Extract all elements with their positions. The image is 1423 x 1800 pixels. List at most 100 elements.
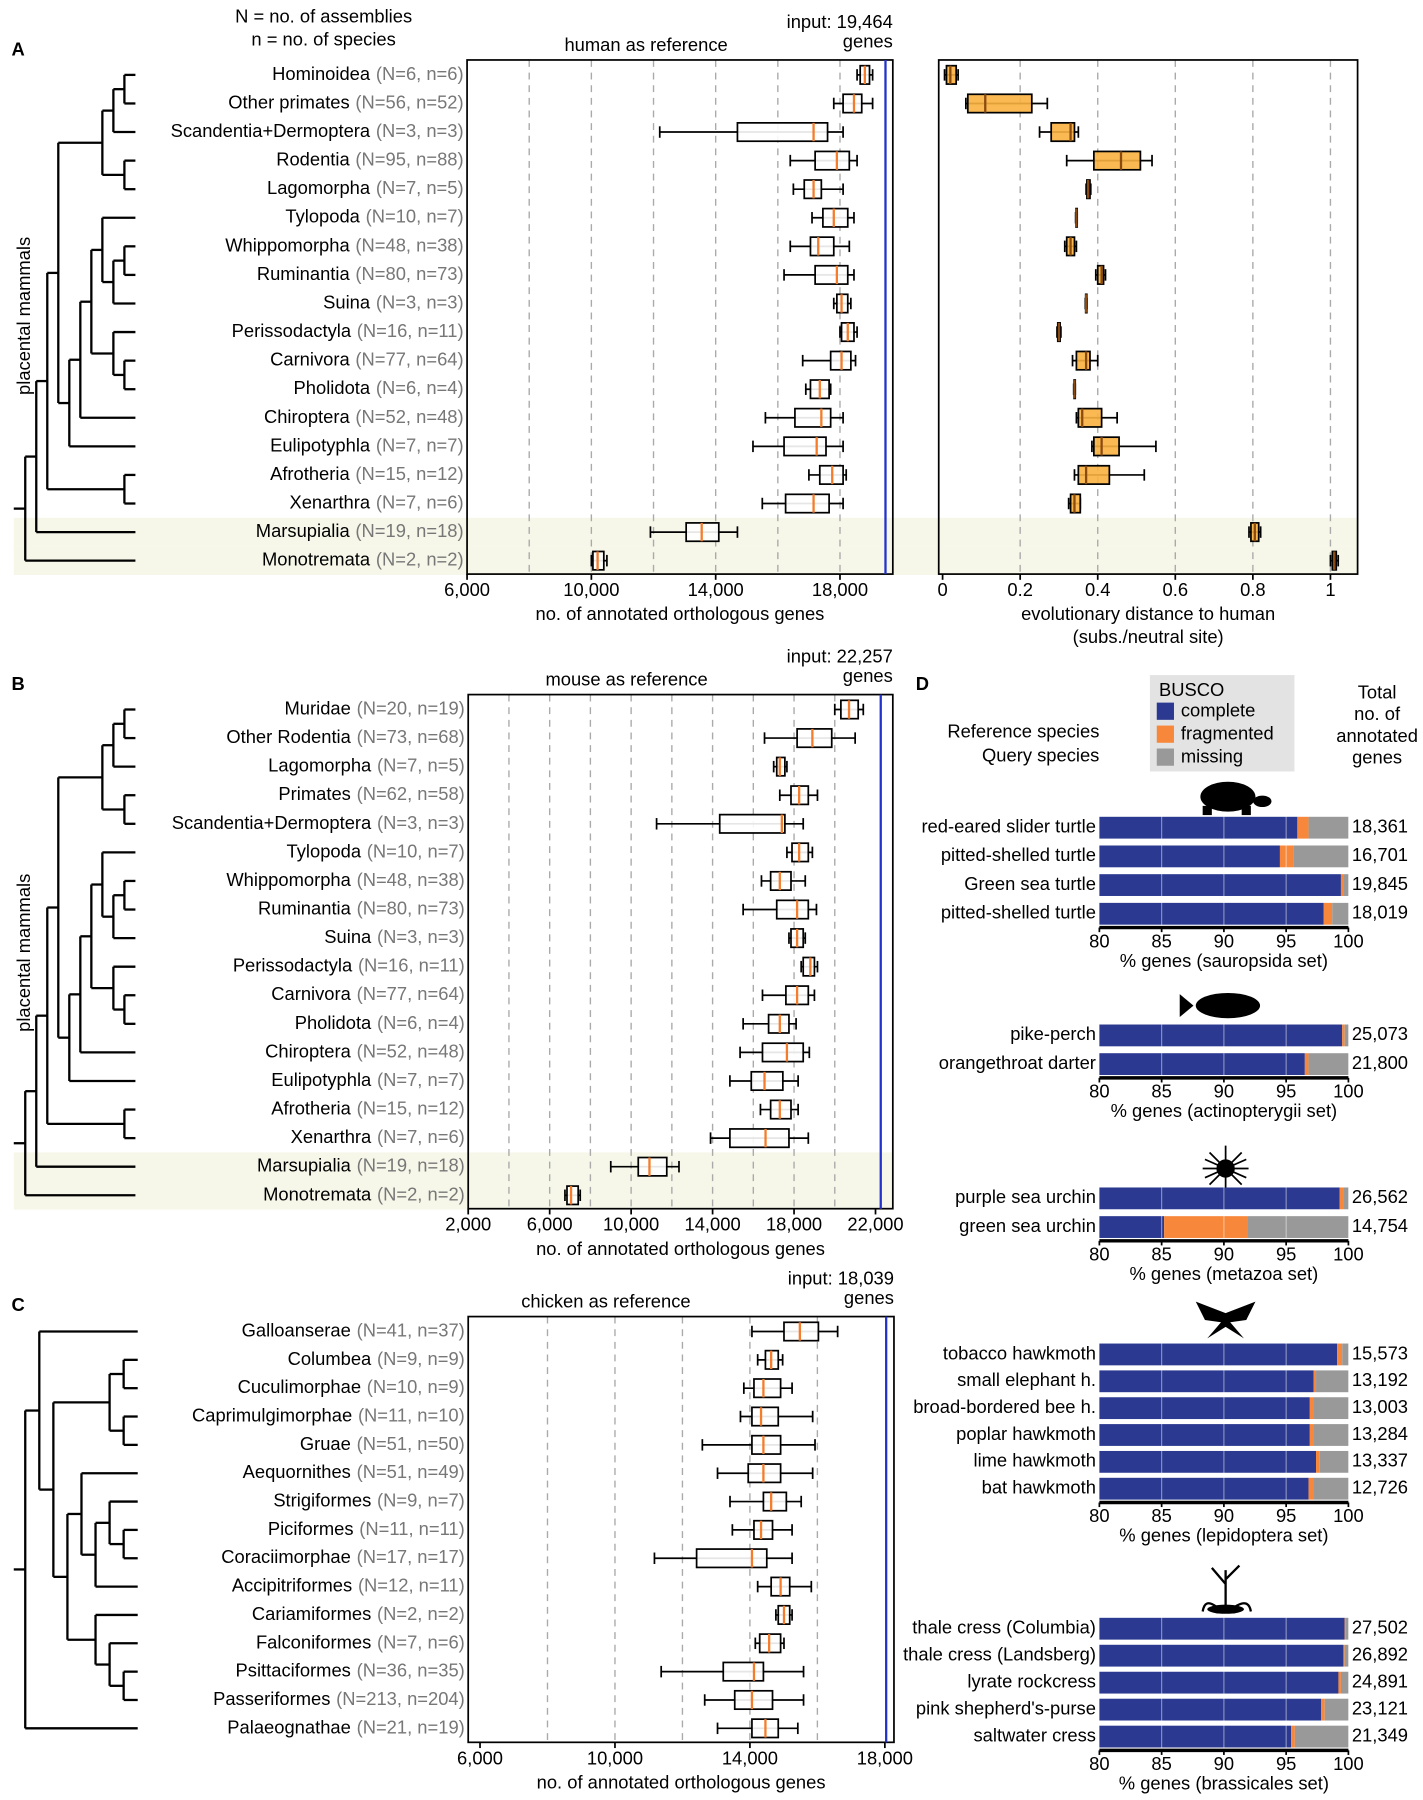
- box: [1092, 436, 1120, 457]
- row-label: Monotremata (N=2, n=2): [263, 1183, 465, 1204]
- species-label: bat hawkmoth: [982, 1477, 1096, 1498]
- clade-counts: (N=7, n=6): [377, 1126, 465, 1147]
- row-label: Columbea (N=9, n=9): [288, 1348, 465, 1369]
- total-label: 16,701: [1352, 844, 1408, 865]
- clade-counts: (N=9, n=9): [377, 1348, 465, 1369]
- bar-segment: [1099, 1343, 1338, 1366]
- clade-name: Scandentia+Dermoptera: [171, 120, 371, 141]
- clade-counts: (N=3, n=3): [376, 120, 464, 141]
- clade-name: Afrotheria: [271, 1097, 351, 1118]
- clade-name: Suina: [323, 291, 371, 312]
- clade-name: Xenarthra: [289, 491, 370, 512]
- species-label: red-eared slider turtle: [921, 816, 1096, 837]
- bar-group: [1099, 1024, 1349, 1076]
- row-label: Xenarthra (N=7, n=6): [291, 1126, 465, 1147]
- x-tick-label: 90: [1214, 1081, 1234, 1102]
- box: [1077, 464, 1111, 485]
- bar-segment: [1313, 1397, 1349, 1420]
- clade-name: Tylopoda: [285, 206, 360, 227]
- clade-name: Cuculimorphae: [238, 1376, 361, 1397]
- species-label: small elephant h.: [957, 1369, 1096, 1390]
- clade-counts: (N=12, n=11): [358, 1574, 465, 1595]
- legend-swatch: [1156, 725, 1174, 743]
- clade-name: Pholidota: [294, 377, 371, 398]
- clade-name: Other Rodentia: [226, 726, 351, 747]
- box: [809, 236, 835, 257]
- clade-counts: (N=10, n=7): [367, 840, 465, 861]
- row-label: Scandentia+Dermoptera (N=3, n=3): [171, 120, 464, 141]
- plant-rosette: [1207, 1604, 1244, 1614]
- clade-counts: (N=41, n=37): [357, 1319, 465, 1340]
- panel-letter: B: [11, 673, 24, 694]
- bar-segment: [1340, 1671, 1349, 1694]
- x-axis-label: no. of annotated orthologous genes: [537, 1771, 826, 1792]
- total-label: 24,891: [1352, 1670, 1408, 1691]
- x-tick-label: 90: [1214, 1505, 1234, 1526]
- clade-name: Accipitriformes: [232, 1574, 352, 1595]
- clade-counts: (N=2, n=2): [376, 549, 464, 570]
- clade-name: Whippomorpha: [225, 234, 350, 255]
- totals-header: annotated: [1336, 725, 1418, 746]
- total-label: 26,892: [1352, 1644, 1408, 1665]
- row-label: Muridae (N=20, n=19): [285, 697, 465, 718]
- bar-segment: [1099, 1397, 1310, 1420]
- clade-name: Rodentia: [276, 148, 350, 169]
- box: [761, 1042, 805, 1063]
- row-label: Perissodactyla (N=16, n=11): [232, 320, 464, 341]
- bar-segment: [1313, 1477, 1349, 1500]
- species-label: pitted-shelled turtle: [941, 844, 1096, 865]
- bar-segment: [1308, 1053, 1349, 1076]
- box: [729, 1128, 790, 1149]
- clade-name: Marsupialia: [256, 520, 351, 541]
- clade-name: Tylopoda: [287, 840, 362, 861]
- clade-counts: (N=48, n=38): [355, 234, 463, 255]
- bar-segment: [1099, 874, 1341, 896]
- clade-counts: (N=7, n=6): [376, 491, 464, 512]
- x-tick-label: 6,000: [527, 1214, 573, 1235]
- clade-counts: (N=11, n=10): [358, 1404, 465, 1425]
- clade-name: Eulipotyphla: [271, 1069, 372, 1090]
- row-label: Afrotheria (N=15, n=12): [270, 463, 464, 484]
- row-label: Scandentia+Dermoptera (N=3, n=3): [172, 812, 465, 833]
- x-tick-label: 0.4: [1085, 579, 1111, 600]
- panel-title: chicken as reference: [521, 1291, 690, 1312]
- bar-segment: [1291, 1725, 1295, 1748]
- clade-name: Coraciimorphae: [221, 1546, 351, 1567]
- row-label: Rodentia (N=95, n=88): [276, 148, 463, 169]
- species-label: broad-bordered bee h.: [913, 1396, 1096, 1417]
- bar-segment: [1319, 1450, 1349, 1473]
- row-label: Ruminantia (N=80, n=73): [257, 263, 464, 284]
- clade-name: Ruminantia: [258, 897, 352, 918]
- bar-segment: [1313, 1424, 1349, 1446]
- box: [784, 493, 830, 514]
- clade-name: Pholidota: [295, 1012, 372, 1033]
- x-tick-label: 0: [937, 579, 947, 600]
- legend-box: [1149, 675, 1295, 772]
- x-tick-label: 6,000: [457, 1747, 503, 1768]
- x-tick-label: 90: [1214, 1244, 1234, 1265]
- clade-name: Columbea: [288, 1348, 372, 1369]
- bar-segment: [1340, 874, 1344, 896]
- clade-counts: (N=7, n=5): [376, 177, 464, 198]
- box: [1077, 407, 1103, 428]
- box: [1092, 150, 1142, 171]
- clade-counts: (N=7, n=5): [377, 754, 465, 775]
- total-label: 25,073: [1352, 1023, 1408, 1044]
- fish-icon: [1195, 992, 1261, 1019]
- x-tick-label: 10,000: [587, 1747, 643, 1768]
- x-tick-label: 18,000: [766, 1214, 822, 1235]
- x-tick-label: 100: [1333, 1505, 1364, 1526]
- species-label: pink shepherd's-purse: [916, 1697, 1096, 1718]
- row-label: Caprimulgimorphae (N=11, n=10): [192, 1404, 465, 1425]
- bar-segment: [1342, 1343, 1349, 1366]
- row-label: Falconiformes (N=7, n=6): [256, 1631, 465, 1652]
- clade-counts: (N=10, n=9): [367, 1376, 465, 1397]
- x-tick-label: 100: [1333, 930, 1364, 951]
- clade-counts: (N=56, n=52): [355, 91, 463, 112]
- bar-group: [1099, 816, 1349, 925]
- clade-counts: (N=16, n=11): [357, 320, 464, 341]
- clade-name: Perissodactyla: [233, 955, 353, 976]
- bar-segment: [1324, 1698, 1349, 1721]
- row-label: Palaeognathae (N=21, n=19): [227, 1716, 464, 1737]
- box: [753, 1519, 774, 1540]
